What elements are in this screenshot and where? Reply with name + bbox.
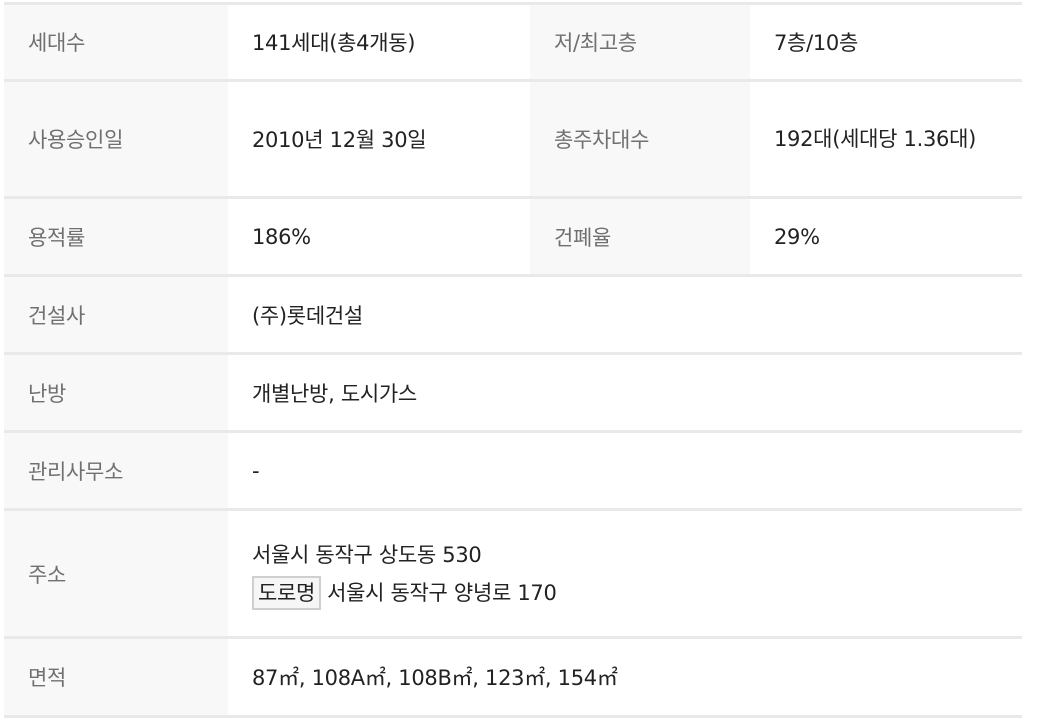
label-households: 세대수: [4, 3, 228, 82]
value-floors: 7층/10층: [750, 3, 1022, 82]
value-approval-date: 2010년 12월 30일: [228, 80, 530, 199]
label-building-coverage: 건폐율: [530, 197, 750, 277]
label-approval-date: 사용승인일: [4, 80, 228, 199]
value-building-coverage: 29%: [750, 197, 1022, 277]
label-parking: 총주차대수: [530, 80, 750, 199]
value-address: 서울시 동작구 상도동 530 도로명 서울시 동작구 양녕로 170: [228, 509, 1022, 639]
road-address: 서울시 동작구 양녕로 170: [327, 580, 557, 605]
row-floor-area-ratio: 용적률 186% 건폐율 29%: [4, 197, 1022, 277]
value-households: 141세대(총4개동): [228, 3, 530, 82]
row-approval-date: 사용승인일 2010년 12월 30일 총주차대수 192대(세대당 1.36대…: [4, 80, 1022, 199]
label-builder: 건설사: [4, 275, 228, 355]
lot-address: 서울시 동작구 상도동 530: [252, 542, 482, 567]
row-builder: 건설사 (주)롯데건설: [4, 275, 1022, 355]
value-parking: 192대(세대당 1.36대): [750, 80, 1022, 199]
value-management-office: -: [228, 431, 1022, 511]
label-management-office: 관리사무소: [4, 431, 228, 511]
value-floor-area-ratio: 186%: [228, 197, 530, 277]
row-heating: 난방 개별난방, 도시가스: [4, 353, 1022, 433]
value-area: 87㎡, 108A㎡, 108B㎡, 123㎡, 154㎡: [228, 637, 1022, 718]
label-area: 면적: [4, 637, 228, 718]
road-name-badge: 도로명: [252, 575, 322, 610]
label-floors: 저/최고층: [530, 3, 750, 82]
value-heating: 개별난방, 도시가스: [228, 353, 1022, 433]
label-address: 주소: [4, 509, 228, 639]
apartment-info-table: 세대수 141세대(총4개동) 저/최고층 7층/10층 사용승인일 2010년…: [4, 2, 1022, 718]
row-area: 면적 87㎡, 108A㎡, 108B㎡, 123㎡, 154㎡: [4, 637, 1022, 718]
row-households: 세대수 141세대(총4개동) 저/최고층 7층/10층: [4, 3, 1022, 82]
row-address: 주소 서울시 동작구 상도동 530 도로명 서울시 동작구 양녕로 170: [4, 509, 1022, 639]
road-address-line: 도로명 서울시 동작구 양녕로 170: [252, 574, 1022, 612]
value-builder: (주)롯데건설: [228, 275, 1022, 355]
row-management-office: 관리사무소 -: [4, 431, 1022, 511]
label-floor-area-ratio: 용적률: [4, 197, 228, 277]
label-heating: 난방: [4, 353, 228, 433]
